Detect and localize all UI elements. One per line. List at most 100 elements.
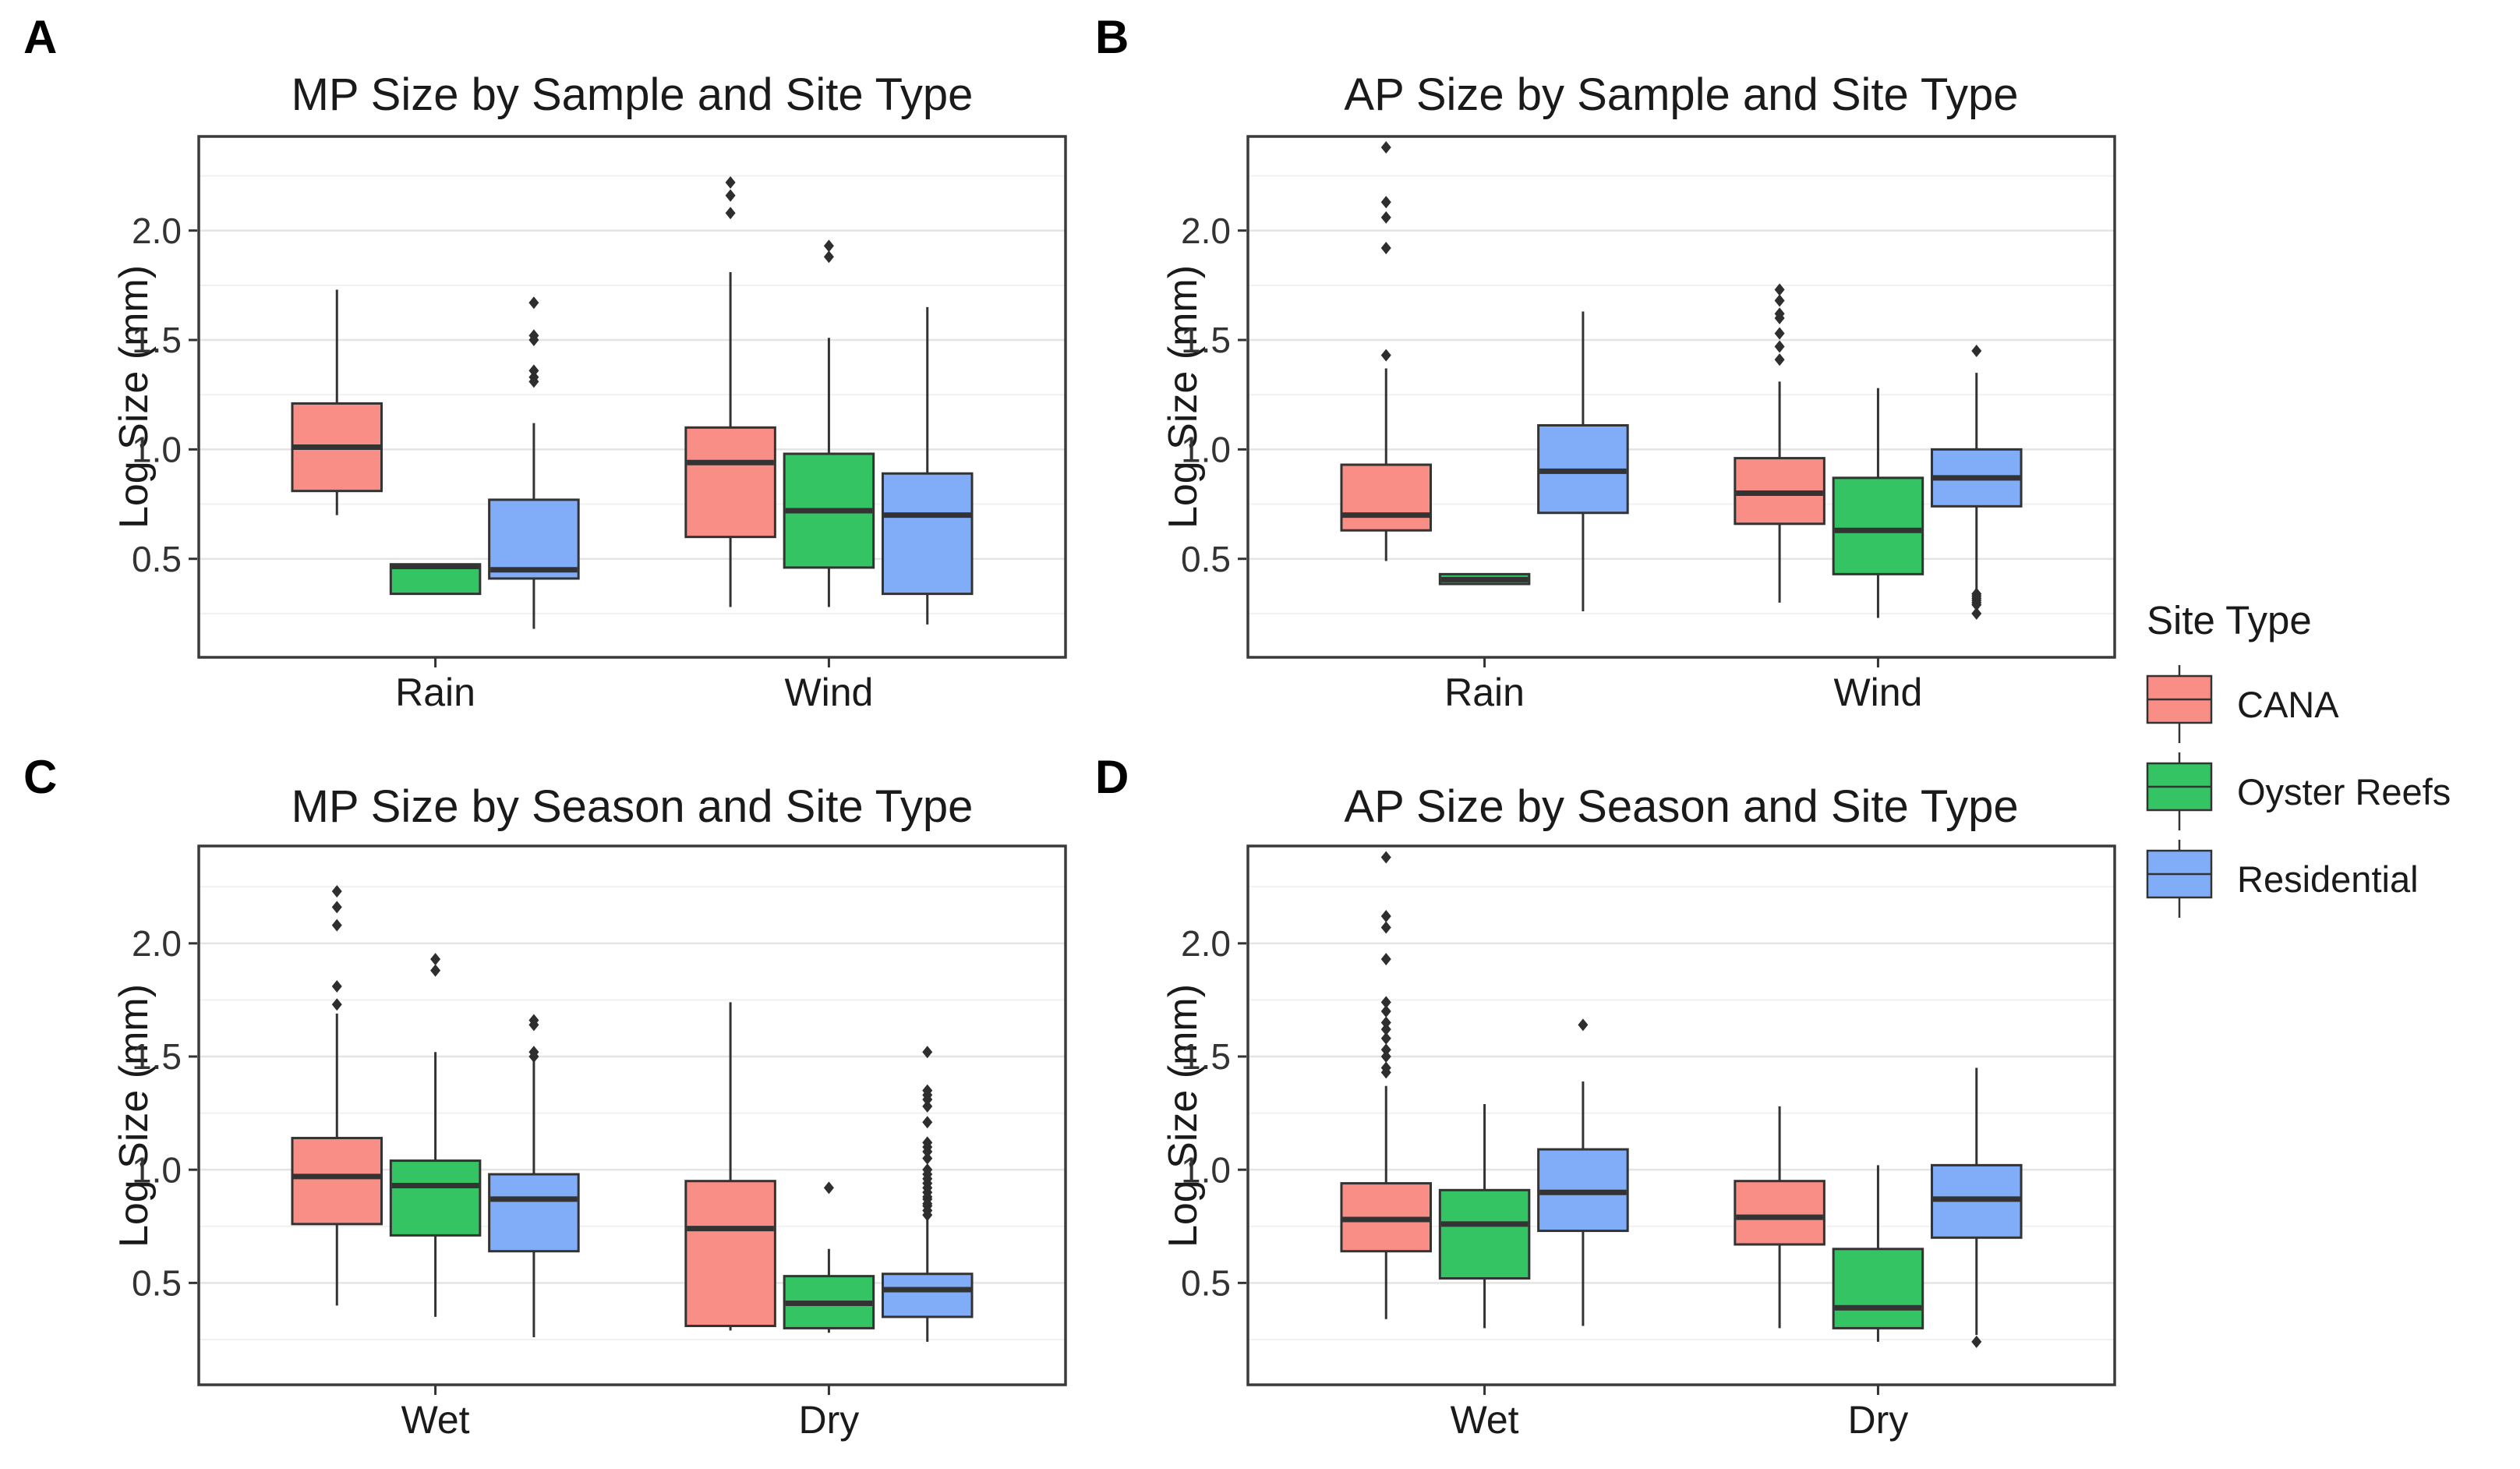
box-b-rain-oyster-reefs	[1438, 572, 1531, 586]
outlier-point	[1380, 1043, 1391, 1057]
y-tick-label: 1.0	[132, 1149, 182, 1190]
outlier-point	[1380, 211, 1391, 224]
legend-label-cana: CANA	[2237, 683, 2339, 725]
y-tick-label: 1.0	[132, 429, 182, 469]
outlier-point	[922, 1099, 933, 1113]
iqr-box	[389, 563, 482, 596]
outlier-point	[430, 964, 441, 977]
legend-entry-cana: CANA	[2144, 664, 2518, 745]
iqr-box	[684, 426, 776, 539]
y-tick-label: 1.5	[1181, 1036, 1231, 1077]
panel-letter-C: C	[23, 751, 58, 803]
outlier-point	[922, 1163, 933, 1177]
outlier-point	[1774, 340, 1785, 353]
box-b-wind-oyster-reefs	[1832, 388, 1924, 618]
y-axis: 0.5 1.0 1.5 2.0	[132, 211, 197, 579]
box-a-wind-residential	[881, 306, 974, 625]
outlier-point	[1380, 910, 1391, 923]
y-tick-label: 1.0	[1181, 1149, 1231, 1190]
panel-title-C: MP Size by Season and Site Type	[291, 781, 974, 832]
y-tick-label: 1.5	[132, 1036, 182, 1077]
legend-entry-oyster-reefs: Oyster Reefs	[2144, 751, 2518, 832]
panel-title-B: AP Size by Sample and Site Type	[1344, 69, 2019, 120]
outlier-point	[1380, 1032, 1391, 1045]
panel-border	[197, 135, 1067, 659]
outlier-point	[331, 980, 342, 993]
box-c-dry-cana	[684, 1002, 776, 1331]
y-axis: 0.5 1.0 1.5 2.0	[1181, 211, 1246, 579]
panel-D: D AP Size by Season and Site Type Log Si…	[1065, 737, 2125, 1469]
outlier-point	[1380, 921, 1391, 934]
outlier-point	[331, 885, 342, 898]
box-b-wind-residential	[1930, 345, 2023, 620]
iqr-box	[881, 472, 974, 596]
box-a-wind-cana	[684, 175, 776, 607]
boxplot-canvas-B: 0.5 1.0 1.5 2.0 Rain Wind	[1181, 135, 2116, 714]
x-category-label: Rain	[1444, 671, 1525, 714]
box-b-rain-residential	[1537, 311, 1629, 612]
iqr-box	[1832, 476, 1924, 575]
outlier-point	[1971, 607, 1982, 620]
panel-border	[1246, 844, 2116, 1386]
boxplot-canvas-D: 0.5 1.0 1.5 2.0 Wet Dry	[1181, 844, 2116, 1442]
outlier-point	[1380, 196, 1391, 209]
x-category-label: Rain	[395, 671, 475, 714]
box-d-wet-residential	[1537, 1018, 1629, 1326]
iqr-box	[1832, 1248, 1924, 1329]
outlier-point	[430, 953, 441, 966]
outlier-point	[528, 296, 539, 310]
panel-title-D: AP Size by Season and Site Type	[1344, 781, 2019, 832]
outlier-point	[528, 370, 539, 384]
outlier-point	[922, 1152, 933, 1165]
outlier-point	[1380, 1004, 1391, 1018]
outlier-point	[922, 1084, 933, 1097]
panel-background	[1248, 136, 2115, 657]
y-axis: 0.5 1.0 1.5 2.0	[132, 923, 197, 1303]
box-c-wet-cana	[291, 885, 383, 1306]
panel-letter-B: B	[1095, 11, 1129, 63]
iqr-box	[1734, 1180, 1825, 1246]
outlier-point	[528, 1014, 539, 1027]
x-category-label: Dry	[1848, 1398, 1909, 1442]
outlier-point	[528, 364, 539, 377]
y-tick-label: 0.5	[132, 1262, 182, 1303]
gridlines	[199, 175, 1066, 614]
iqr-box	[488, 1173, 580, 1253]
outlier-point	[1380, 349, 1391, 362]
box-b-rain-cana	[1340, 141, 1433, 561]
y-tick-label: 2.0	[1181, 923, 1231, 964]
y-tick-label: 2.0	[132, 211, 182, 251]
box-c-dry-oyster-reefs	[783, 1181, 875, 1333]
outlier-point	[331, 919, 342, 932]
x-category-label: Wet	[1451, 1398, 1519, 1442]
outlier-point	[528, 329, 539, 342]
legend: Site Type CANA Oyster Reefs Residential	[2144, 597, 2518, 926]
iqr-box	[389, 1159, 482, 1237]
box-a-wind-oyster-reefs	[783, 239, 875, 607]
y-tick-label: 1.5	[1181, 320, 1231, 360]
outlier-point	[922, 1046, 933, 1059]
box-c-wet-residential	[488, 1014, 580, 1338]
boxplot-key-icon-residential	[2146, 840, 2213, 918]
outlier-point	[1774, 353, 1785, 366]
legend-entry-residential: Residential	[2144, 838, 2518, 919]
iqr-box	[1438, 1188, 1531, 1280]
iqr-box	[291, 1137, 383, 1226]
box-a-rain-residential	[488, 296, 580, 629]
outlier-point	[1774, 327, 1785, 340]
outlier-point	[1380, 851, 1391, 864]
panel-A: A MP Size by Sample and Site Type Log Si…	[16, 0, 1076, 737]
box-d-wet-cana	[1340, 851, 1433, 1319]
y-tick-label: 0.5	[1181, 1262, 1231, 1303]
box-d-dry-oyster-reefs	[1832, 1165, 1924, 1342]
iqr-box	[881, 1273, 974, 1319]
panel-C: C MP Size by Season and Site Type Log Si…	[16, 737, 1076, 1469]
outlier-point	[331, 998, 342, 1011]
outlier-point	[725, 207, 736, 220]
y-tick-label: 0.5	[132, 539, 182, 579]
box-b-wind-cana	[1734, 283, 1825, 603]
panel-title-A: MP Size by Sample and Site Type	[291, 69, 974, 120]
legend-label-oyster-reefs: Oyster Reefs	[2237, 770, 2451, 812]
boxplot-key-icon-oyster-reefs	[2146, 752, 2213, 830]
